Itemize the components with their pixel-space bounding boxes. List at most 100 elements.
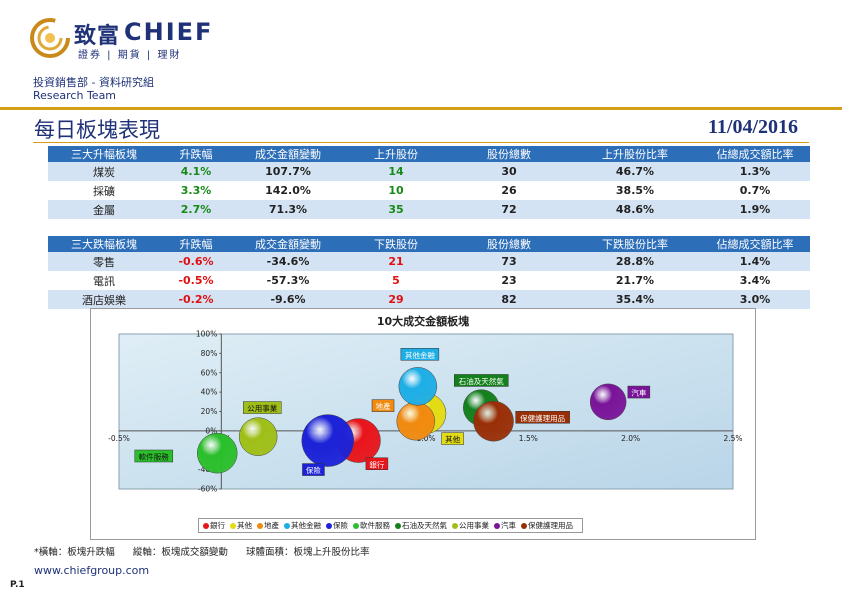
legend-label: 銀行 [210,521,225,530]
table-cell: 35.4% [570,290,700,309]
bubble-4 [398,367,438,406]
legend-label: 軟件服務 [360,521,390,530]
data-label-box [371,399,395,412]
data-label-box [454,374,509,387]
legend-item: 銀行 [203,520,225,531]
legend-label: 保險 [333,521,348,530]
table-cell: 107.7% [232,162,344,181]
table-cell: 1.9% [700,200,810,219]
bubble-chart: 100%80%60%40%20%0%-20%-40%-60%-0.5%0.0%0… [90,308,756,540]
column-header: 下跌股份 [344,236,448,252]
legend-item: 保健護理用品 [521,520,573,531]
department-label: 投資銷售部 - 資料研究組 [33,76,154,89]
legend-marker [203,523,209,529]
report-date: 11/04/2016 [707,116,798,138]
legend-label: 公用事業 [459,521,489,530]
chief-logo-icon [30,18,70,58]
table-cell: 28.8% [570,252,700,271]
column-header: 下跌股份比率 [570,236,700,252]
table-cell: 23 [501,274,517,287]
y-tick-label: 0% [205,426,217,435]
bubble-6 [196,432,238,474]
data-label: 汽車 [631,388,646,398]
table-cell: 30 [448,162,570,181]
title-divider [33,142,809,143]
table-cell: -34.6% [232,252,344,271]
sector-name: 採礦 [93,184,115,198]
column-header: 成交金額變動 [232,146,344,162]
data-label: 其他金融 [405,350,435,360]
legend-item: 汽車 [494,520,516,531]
legend-item: 其他金融 [284,520,321,531]
logo-subtitle: 證券 | 期貨 | 理財 [78,50,182,61]
column-header: 上升股份 [344,146,448,162]
data-label-box [627,385,651,399]
data-label: 其他 [445,434,460,444]
column-header: 三大升幅板塊 [48,146,160,162]
logo-english: CHIEF [124,18,214,46]
y-tick-label: 100% [196,330,217,339]
legend-label: 保健護理用品 [528,521,573,530]
table-cell: -0.6% [160,252,232,271]
data-label: 石油及天然氣 [459,376,504,386]
table-row: 採礦 3.3% 142.0% 10 26 38.5% 0.7% [48,181,810,200]
chart-title: 10大成交金額板塊 [376,315,470,328]
table-cell: 38.5% [615,184,655,197]
table-row: 電訊 -0.5% -57.3% 5 23 21.7% 3.4% [48,271,810,290]
data-label: 公用事業 [247,403,277,413]
table-cell: 82 [448,290,570,309]
table-cell: 72 [448,200,570,219]
page-title: 每日板塊表現 [34,118,160,142]
axis-note: *橫軸：板塊升跌幅 縱軸：板塊成交額變動 球體面積：板塊上升股份比率 [34,544,370,558]
column-header: 升跌幅 [160,146,232,162]
top-gainers-table: 三大升幅板塊 升跌幅 成交金額變動 上升股份 股份總數 上升股份比率 佔總成交額比率 煤炭 4.… [48,146,810,219]
sector-name: 電訊 [93,274,115,288]
table-cell: 10 [388,184,404,197]
legend-marker [257,523,263,529]
sector-name: 金屬 [48,200,160,219]
website-link[interactable]: www.chiefgroup.com [34,564,150,577]
table-cell: -0.5% [178,274,214,287]
legend-marker [395,523,401,529]
data-label-box [441,432,464,445]
table-cell: 26 [501,184,517,197]
y-tick-label: 60% [201,368,218,377]
header-divider [0,107,842,110]
table-cell: 5 [392,274,400,287]
column-header: 佔總成交額比率 [700,146,810,162]
x-tick-label: 1.0% [416,434,435,443]
legend-item: 公用事業 [452,520,489,531]
table-cell: -0.2% [160,290,232,309]
table-cell: 3.0% [700,290,810,309]
x-tick-label: 2.0% [621,434,640,443]
column-header: 上升股份比率 [570,146,700,162]
data-label-box [302,463,325,476]
legend-item: 保險 [326,520,348,531]
legend-label: 地產 [264,521,279,530]
legend-marker [494,523,500,529]
data-label-box [400,348,440,361]
sector-name: 零售 [48,252,160,271]
bubble-8 [238,417,278,456]
column-header: 成交金額變動 [232,236,344,252]
table-cell: 1.3% [700,162,810,181]
x-tick-label: 2.5% [723,434,742,443]
y-tick-label: 20% [201,407,218,416]
chart-legend: 銀行 其他 地產 其他金融 保險 軟件服務 石油及天然氣 公用事業 汽車 保健護理用品 [198,518,583,533]
note-text: 橫軸：板塊升跌幅 縱軸：板塊成交額變動 球體面積：板塊上升股份比率 [38,547,370,558]
column-header: 升跌幅 [160,236,232,252]
data-label: 軟件服務 [139,452,169,462]
top-losers-table: 三大跌幅板塊 升跌幅 成交金額變動 下跌股份 股份總數 下跌股份比率 佔總成交額比率 零售 -0… [48,236,810,309]
page-number: P.1 [10,580,25,590]
table-cell: 21 [344,252,448,271]
logo-chinese: 致富 [74,24,121,49]
table-row: 金屬 2.7% 71.3% 35 72 48.6% 1.9% [48,200,810,219]
data-label-box [243,401,282,414]
table-cell: -9.6% [232,290,344,309]
legend-marker [230,523,236,529]
table-cell: 46.7% [570,162,700,181]
data-label: 地產 [376,401,391,411]
table-cell: 14 [344,162,448,181]
legend-marker [452,523,458,529]
table-cell: 0.7% [739,184,771,197]
